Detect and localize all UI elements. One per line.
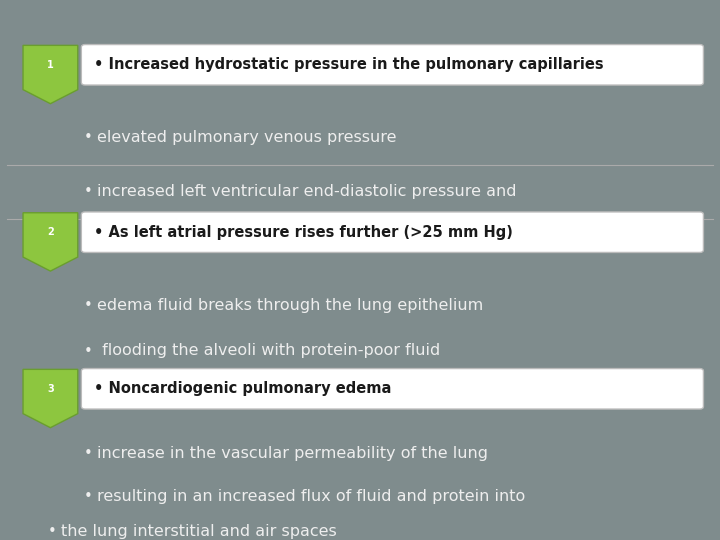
Text: •: • — [84, 298, 93, 313]
Polygon shape — [23, 213, 78, 271]
Text: edema fluid breaks through the lung epithelium: edema fluid breaks through the lung epit… — [97, 298, 483, 313]
Text: resulting in an increased flux of fluid and protein into: resulting in an increased flux of fluid … — [97, 489, 526, 504]
Text: •: • — [84, 343, 93, 359]
Text: increase in the vascular permeability of the lung: increase in the vascular permeability of… — [97, 446, 488, 461]
Text: elevated pulmonary venous pressure: elevated pulmonary venous pressure — [97, 130, 397, 145]
Text: • Noncardiogenic pulmonary edema: • Noncardiogenic pulmonary edema — [94, 381, 391, 396]
Text: • As left atrial pressure rises further (>25 mm Hg): • As left atrial pressure rises further … — [94, 225, 513, 240]
Polygon shape — [23, 45, 78, 104]
Text: •: • — [84, 446, 93, 461]
Text: 2: 2 — [47, 227, 54, 237]
Polygon shape — [23, 369, 78, 428]
FancyBboxPatch shape — [81, 45, 703, 85]
FancyBboxPatch shape — [81, 212, 703, 252]
Text: • Increased hydrostatic pressure in the pulmonary capillaries: • Increased hydrostatic pressure in the … — [94, 57, 603, 72]
Text: •: • — [48, 524, 57, 539]
Text: •: • — [84, 130, 93, 145]
Text: 1: 1 — [47, 60, 54, 70]
FancyBboxPatch shape — [81, 368, 703, 409]
Text: increased left ventricular end-diastolic pressure and: increased left ventricular end-diastolic… — [97, 184, 517, 199]
Text: 3: 3 — [47, 384, 54, 394]
Text: flooding the alveoli with protein-poor fluid: flooding the alveoli with protein-poor f… — [97, 343, 441, 359]
Text: •: • — [84, 489, 93, 504]
Text: •: • — [84, 184, 93, 199]
Text: the lung interstitial and air spaces: the lung interstitial and air spaces — [61, 524, 337, 539]
